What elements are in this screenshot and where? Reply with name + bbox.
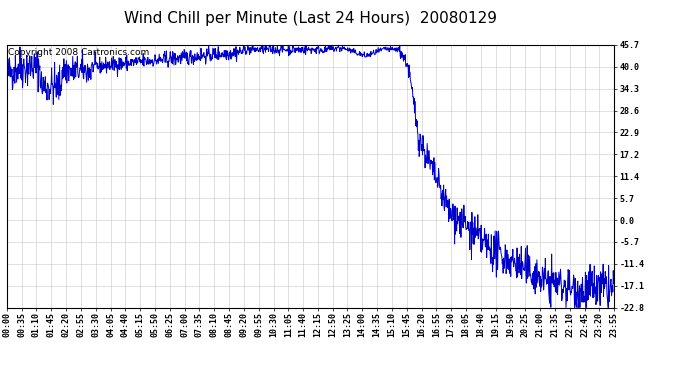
Text: Copyright 2008 Cartronics.com: Copyright 2008 Cartronics.com xyxy=(8,48,149,57)
Text: Wind Chill per Minute (Last 24 Hours)  20080129: Wind Chill per Minute (Last 24 Hours) 20… xyxy=(124,11,497,26)
